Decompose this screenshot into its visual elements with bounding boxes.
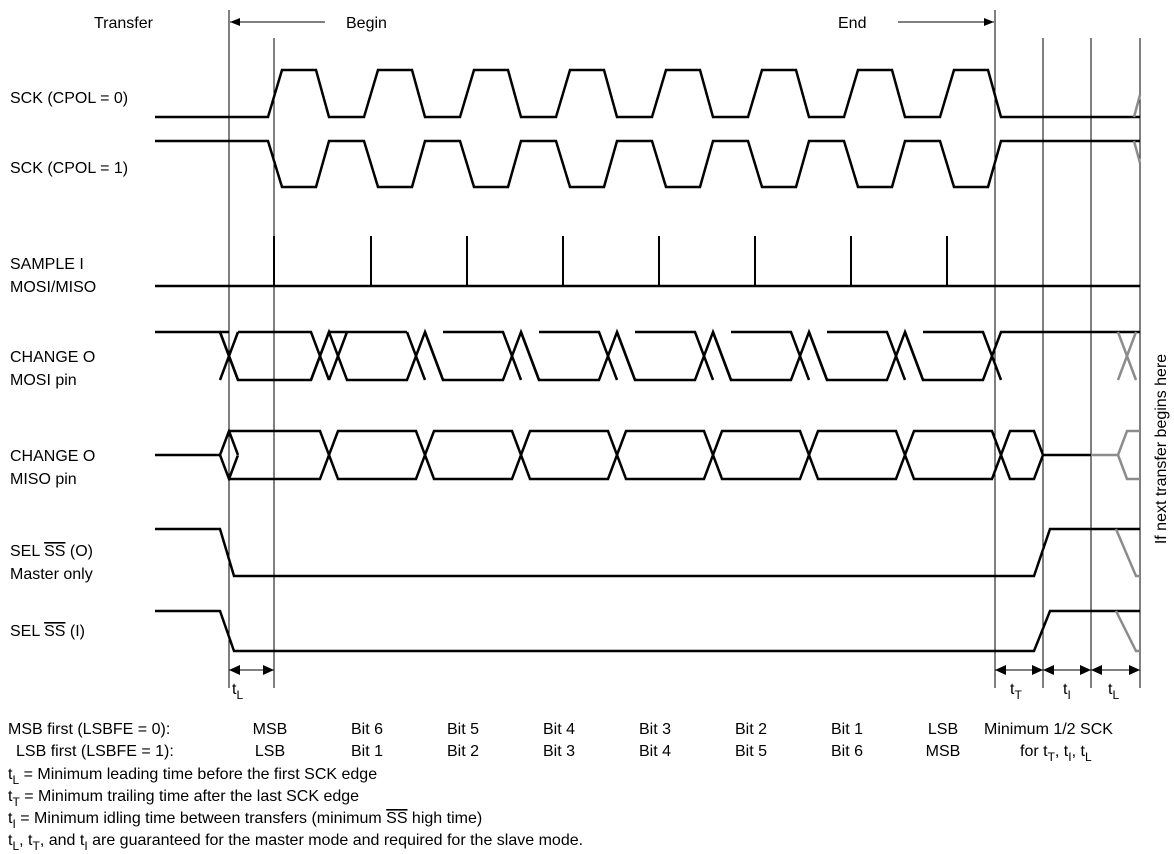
bit-cell: Bit 1: [831, 721, 863, 738]
sck-cpol1-wave: [155, 139, 1140, 189]
bit-cell: Bit 2: [447, 743, 479, 760]
sck-cpol0-wave: [155, 68, 1140, 119]
msb-first-row: MSB Bit 6 Bit 5 Bit 4 Bit 3 Bit 2 Bit 1 LSB: [253, 721, 958, 738]
signal-labels: SCK (CPOL = 0) SCK (CPOL = 1) SAMPLE I M…: [10, 90, 128, 640]
footnotes: tL = Minimum leading time before the fir…: [8, 766, 583, 853]
change-miso-next: [1091, 429, 1140, 481]
bit-cell: LSB: [928, 721, 958, 738]
begin-label: Begin: [346, 15, 387, 32]
next-transfer-note: If next transfer begins here: [1153, 354, 1170, 544]
change-miso-label-line1: CHANGE O: [10, 448, 95, 465]
sel-ss-i-label: SEL SS (I): [10, 623, 85, 640]
sel-ss-o-wave: [155, 527, 1140, 578]
sel-ss-o-label-line2: Master only: [10, 566, 93, 583]
waveforms: [155, 68, 1142, 653]
bit-cell: Bit 4: [639, 743, 671, 760]
bit-cell: Bit 5: [447, 721, 479, 738]
bit-cell: MSB: [253, 721, 288, 738]
change-mosi-wave: [155, 328, 1140, 382]
change-mosi-bottom: [218, 330, 1003, 381]
bit-cell: MSB: [926, 743, 961, 760]
change-mosi-label-line1: CHANGE O: [10, 349, 95, 366]
timing-arrows: [229, 665, 1140, 675]
msb-first-label: MSB first (LSBFE = 0):: [8, 721, 170, 738]
timing-labels: tL tT tI tL: [232, 681, 1119, 702]
bit-cell: Bit 3: [543, 743, 575, 760]
lsb-first-label: LSB first (LSBFE = 1):: [16, 743, 174, 760]
sck-cpol1-next-edge: [1132, 140, 1142, 164]
note-tt: tT = Minimum trailing time after the las…: [8, 788, 359, 809]
minimum-for-label: for tT, tI, tL: [1020, 743, 1092, 764]
bit-cell: Bit 5: [735, 743, 767, 760]
bit-order-table: MSB first (LSBFE = 0): LSB first (LSBFE …: [8, 721, 1113, 764]
header: Transfer Begin End: [94, 15, 994, 32]
sck-cpol1-label: SCK (CPOL = 1): [10, 160, 128, 177]
bit-cell: Bit 6: [831, 743, 863, 760]
sel-ss-i-wave: [155, 609, 1140, 653]
change-mosi-label-line2: MOSI pin: [10, 372, 77, 389]
change-miso-label-line2: MISO pin: [10, 471, 77, 488]
tl2-label: tL: [1108, 681, 1119, 702]
end-label: End: [838, 15, 866, 32]
note-tl: tL = Minimum leading time before the fir…: [8, 766, 377, 787]
change-miso-main: [155, 427, 1091, 483]
bit-cell: LSB: [255, 743, 285, 760]
minimum-label: Minimum 1/2 SCK: [984, 721, 1113, 738]
sel-ss-i-next: [1114, 610, 1140, 653]
note-ti: tI = Minimum idling time between transfe…: [8, 810, 482, 831]
change-mosi-next: [1116, 331, 1138, 381]
bit-cell: Bit 6: [351, 721, 383, 738]
sck-cpol0-next-edge: [1132, 94, 1142, 118]
sel-ss-o-next: [1114, 528, 1140, 578]
bit-cell: Bit 1: [351, 743, 383, 760]
note-guarantee: tL, tT, and tI are guaranteed for the ma…: [8, 832, 583, 853]
transfer-label: Transfer: [94, 15, 154, 32]
bit-cell: Bit 2: [735, 721, 767, 738]
bit-cell: Bit 3: [639, 721, 671, 738]
bit-cell: Bit 4: [543, 721, 575, 738]
sample-label-line1: SAMPLE I: [10, 256, 84, 273]
sel-ss-o-label: SEL SS (O): [10, 543, 93, 560]
tt-label: tT: [1010, 681, 1022, 702]
sample-ticks: [273, 236, 948, 286]
sample-label-line2: MOSI/MISO: [10, 279, 96, 296]
sck-cpol0-label: SCK (CPOL = 0): [10, 90, 128, 107]
change-miso-wave: [155, 427, 1140, 483]
tl-label: tL: [232, 681, 243, 702]
ti-label: tI: [1063, 681, 1071, 702]
lsb-first-row: LSB Bit 1 Bit 2 Bit 3 Bit 4 Bit 5 Bit 6 MSB: [255, 743, 960, 760]
